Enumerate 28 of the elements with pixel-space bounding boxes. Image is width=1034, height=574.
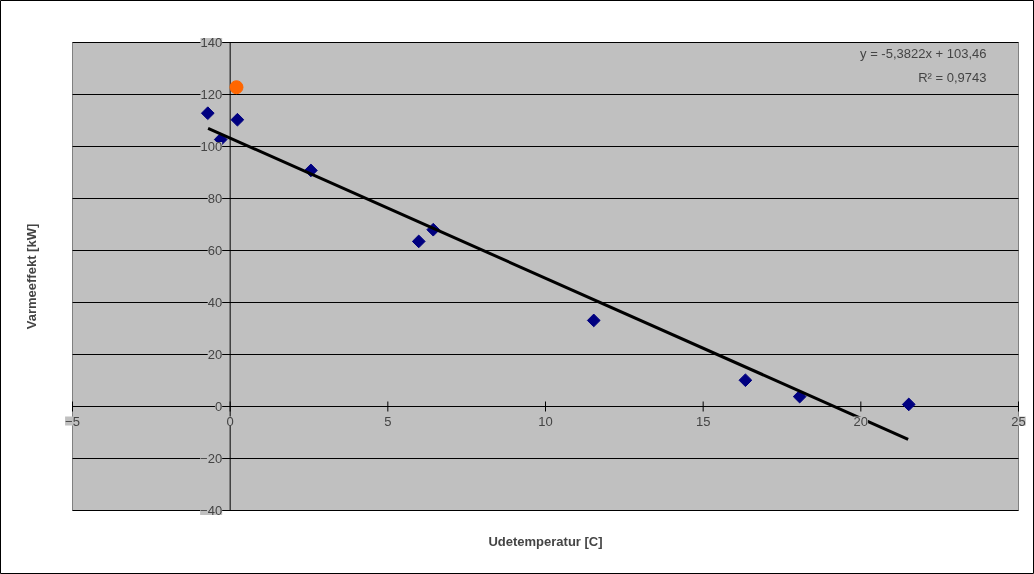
y-tick-label: 120 [200,87,223,102]
y-tick-label: 100 [200,139,223,154]
y-axis-title: Varmeeffekt [kW] [23,223,39,330]
x-tick-label: 20 [853,413,869,429]
x-tick-label: 5 [384,413,392,429]
point [901,397,916,412]
point [411,234,426,249]
point [229,80,244,95]
y-tick-label: 80 [207,191,223,206]
x-tick-label: −5 [65,413,80,429]
y-tick-label: −40 [200,503,223,518]
x-tick-label: 25 [1011,413,1026,429]
y-tick-label: 0 [214,399,223,414]
annotation: y = -5,3822x + 103,46 [860,45,987,61]
point [738,373,753,388]
x-tick-label: 15 [695,413,711,429]
point [200,106,215,121]
annotation: R² = 0,9743 [918,69,987,85]
x-axis-title: Udetemperatur [C] [488,533,603,549]
y-tick-label: 40 [207,295,223,310]
point [586,313,601,328]
y-tick-label: 140 [200,35,223,50]
point [230,112,245,127]
y-tick-label: 60 [207,243,223,258]
x-tick-label: 0 [226,413,234,429]
y-tick-label: −20 [200,451,223,466]
y-tick-label: 20 [207,347,223,362]
x-tick-label: 10 [538,413,553,429]
